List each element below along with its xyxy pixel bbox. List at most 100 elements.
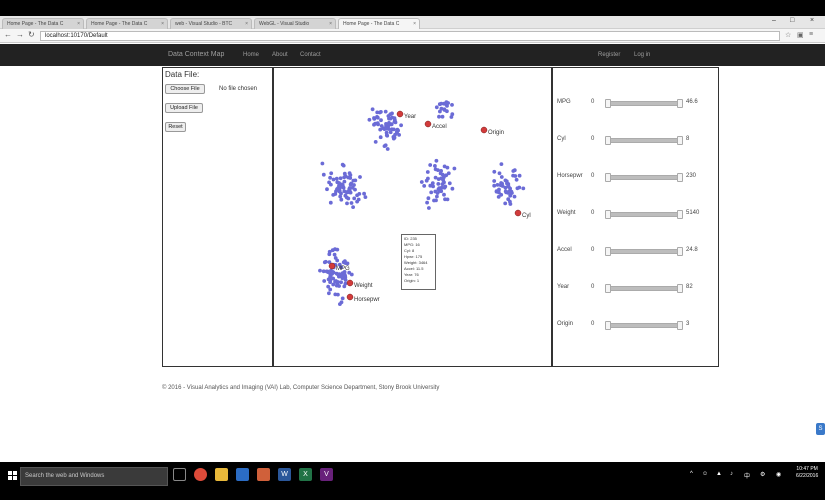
data-point[interactable] — [495, 183, 500, 187]
data-point[interactable] — [349, 272, 354, 277]
data-point[interactable] — [388, 130, 393, 135]
data-point[interactable] — [343, 193, 348, 198]
tray-settings-icon[interactable]: ⚙ — [760, 472, 766, 478]
slider-max-handle[interactable] — [677, 284, 683, 293]
data-point[interactable] — [339, 300, 344, 305]
data-point[interactable] — [517, 185, 522, 190]
data-point[interactable] — [399, 123, 403, 128]
data-point[interactable] — [433, 189, 438, 194]
excel-icon[interactable]: X — [299, 468, 312, 481]
data-point[interactable] — [440, 114, 445, 119]
browser-tab[interactable]: WebGL - Visual Studio × — [254, 18, 336, 29]
data-point[interactable] — [439, 176, 444, 181]
data-point[interactable] — [439, 185, 444, 190]
data-point[interactable] — [512, 194, 517, 199]
data-point[interactable] — [327, 249, 332, 254]
data-point[interactable] — [353, 178, 358, 183]
data-point[interactable] — [435, 194, 439, 199]
data-point[interactable] — [492, 179, 497, 183]
browser-tab[interactable]: web - Visual Studio - BTC × — [170, 18, 252, 29]
data-point[interactable] — [348, 182, 353, 187]
data-point[interactable] — [377, 110, 382, 115]
data-point[interactable] — [343, 259, 347, 264]
data-point[interactable] — [328, 175, 332, 180]
data-point[interactable] — [331, 177, 336, 182]
slider-min-handle[interactable] — [605, 247, 611, 256]
brand-link[interactable]: Data Context Map — [168, 51, 225, 58]
nav-register[interactable]: Register — [598, 52, 621, 58]
data-point[interactable] — [381, 126, 386, 131]
data-point[interactable] — [514, 177, 519, 182]
slider-max-handle[interactable] — [677, 173, 683, 182]
data-point[interactable] — [325, 187, 329, 192]
data-point[interactable] — [327, 291, 331, 296]
data-point[interactable] — [347, 188, 352, 193]
data-point[interactable] — [492, 169, 497, 174]
taskbar-clock[interactable]: 10:47 PM 6/22/2016 — [796, 466, 819, 479]
data-point[interactable] — [379, 118, 383, 123]
data-point[interactable] — [326, 284, 331, 289]
maximize-icon[interactable]: □ — [790, 17, 795, 24]
data-point[interactable] — [351, 205, 355, 210]
data-point[interactable] — [427, 206, 431, 210]
data-point[interactable] — [392, 116, 397, 120]
data-point[interactable] — [492, 183, 497, 188]
data-point[interactable] — [426, 196, 431, 201]
data-point[interactable] — [442, 164, 447, 169]
slider-max-handle[interactable] — [677, 136, 683, 145]
data-point[interactable] — [325, 269, 330, 274]
slider-track[interactable] — [607, 138, 681, 143]
data-point[interactable] — [388, 112, 393, 117]
word-icon[interactable]: W — [278, 468, 291, 481]
data-point[interactable] — [434, 158, 439, 163]
data-point[interactable] — [378, 127, 383, 132]
data-point[interactable] — [358, 175, 362, 179]
data-point[interactable] — [517, 173, 522, 178]
data-point[interactable] — [363, 195, 368, 199]
data-point[interactable] — [439, 101, 444, 106]
data-point[interactable] — [431, 184, 435, 189]
data-point[interactable] — [340, 274, 344, 279]
data-point[interactable] — [433, 175, 438, 180]
data-point[interactable] — [446, 101, 450, 105]
browser-tab[interactable]: Home Page - The Data C × — [86, 18, 168, 29]
attribute-anchor[interactable] — [328, 262, 336, 270]
close-window-icon[interactable]: × — [810, 17, 815, 24]
data-point[interactable] — [521, 186, 526, 191]
slider-max-handle[interactable] — [677, 210, 683, 219]
data-point[interactable] — [330, 248, 335, 253]
attribute-anchor[interactable] — [424, 120, 432, 128]
slider-track[interactable] — [607, 175, 681, 180]
data-point[interactable] — [340, 182, 344, 187]
chrome-icon[interactable] — [194, 468, 207, 481]
slider-track[interactable] — [607, 101, 681, 106]
data-point[interactable] — [342, 272, 347, 277]
store-icon[interactable] — [236, 468, 249, 481]
slider-min-handle[interactable] — [605, 284, 611, 293]
menu-icon[interactable]: ≡ — [809, 31, 814, 38]
data-point[interactable] — [426, 176, 430, 181]
attribute-anchor[interactable] — [396, 110, 404, 118]
data-point[interactable] — [438, 171, 443, 176]
slider-max-handle[interactable] — [677, 99, 683, 108]
data-point[interactable] — [335, 180, 340, 185]
data-point[interactable] — [332, 252, 337, 257]
data-point[interactable] — [339, 280, 343, 285]
data-point[interactable] — [352, 196, 357, 201]
data-point[interactable] — [328, 275, 332, 280]
data-point[interactable] — [343, 281, 348, 286]
data-point[interactable] — [341, 185, 346, 190]
data-point[interactable] — [370, 107, 375, 112]
close-tab-icon[interactable]: × — [329, 21, 332, 27]
data-point[interactable] — [383, 109, 388, 114]
data-point[interactable] — [329, 268, 333, 273]
data-point[interactable] — [378, 135, 383, 140]
data-point[interactable] — [336, 280, 340, 284]
choose-file-button[interactable]: Choose File — [165, 84, 205, 94]
taskbar-search-input[interactable]: Search the web and Windows — [20, 467, 168, 486]
slider-track[interactable] — [607, 212, 681, 217]
data-point[interactable] — [345, 261, 350, 266]
task-view-icon[interactable] — [173, 468, 186, 481]
data-point[interactable] — [438, 109, 442, 114]
data-point[interactable] — [357, 192, 362, 196]
